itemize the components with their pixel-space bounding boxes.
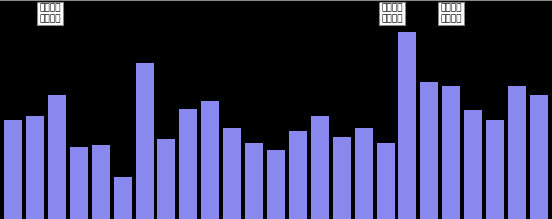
Bar <box>333 137 351 219</box>
Bar <box>114 177 131 219</box>
Bar <box>376 143 395 219</box>
Bar <box>486 120 504 219</box>
Bar <box>223 128 241 219</box>
Bar <box>92 145 110 219</box>
Bar <box>508 86 526 219</box>
Bar <box>245 143 263 219</box>
Bar <box>289 131 307 219</box>
Bar <box>4 120 22 219</box>
Bar <box>530 95 548 219</box>
Bar <box>464 110 482 219</box>
Bar <box>136 63 153 219</box>
Bar <box>421 82 438 219</box>
Bar <box>311 116 329 219</box>
Bar <box>157 139 176 219</box>
Bar <box>399 32 416 219</box>
Text: 警報発令
（２日）: 警報発令 （２日） <box>381 4 402 23</box>
Bar <box>48 95 66 219</box>
Bar <box>354 128 373 219</box>
Bar <box>70 147 88 219</box>
Text: 警報発令
（１日）: 警報発令 （１日） <box>440 4 462 23</box>
Bar <box>26 116 44 219</box>
Bar <box>201 101 219 219</box>
Bar <box>442 86 460 219</box>
Bar <box>267 150 285 219</box>
Bar <box>179 109 198 219</box>
Text: 警報発令
（２日）: 警報発令 （２日） <box>39 4 61 23</box>
